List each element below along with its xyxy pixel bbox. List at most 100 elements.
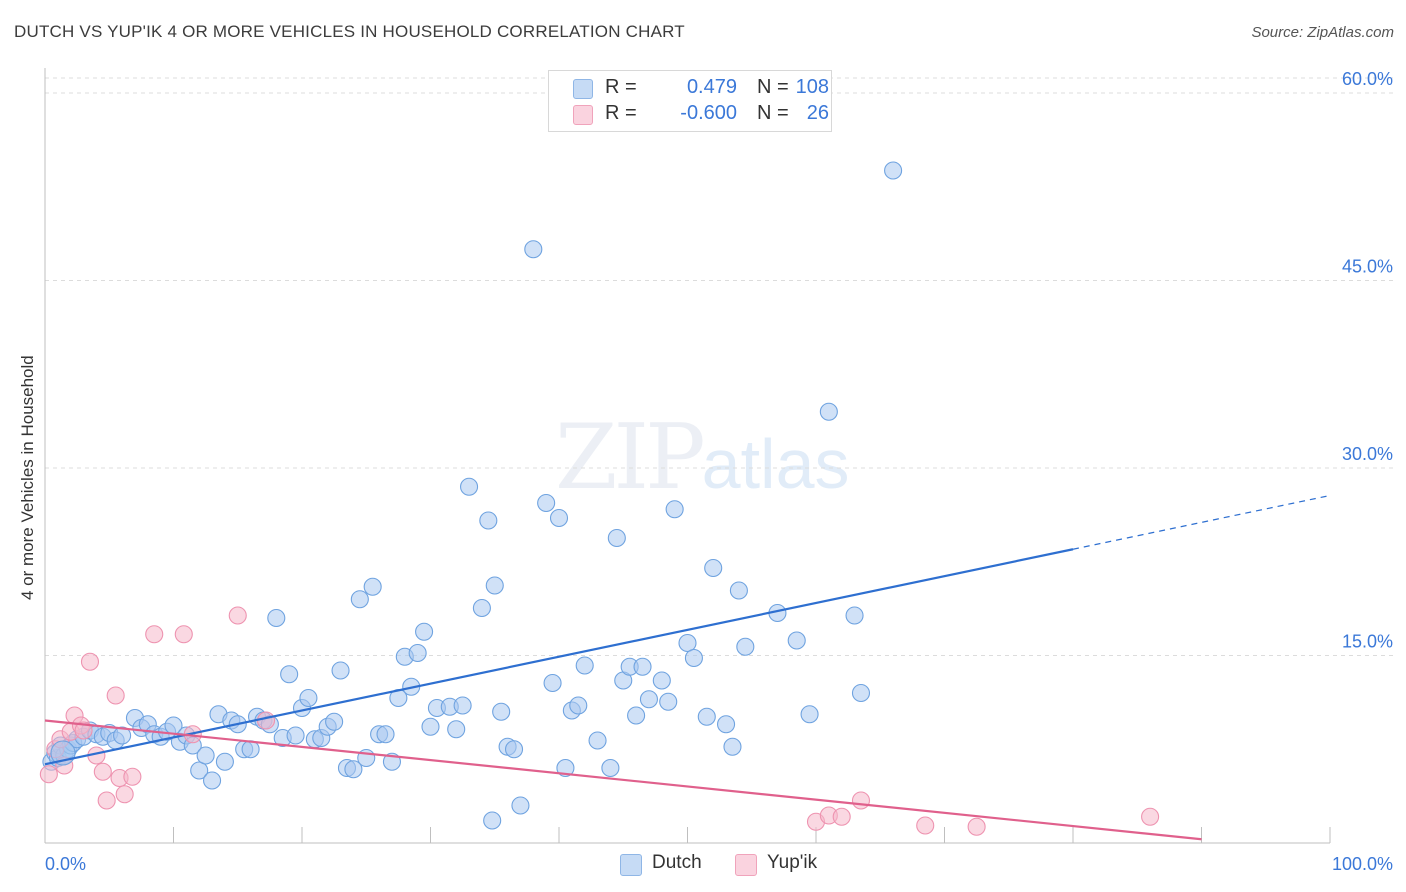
chart-title: DUTCH VS YUP'IK 4 OR MORE VEHICLES IN HO… — [14, 22, 685, 41]
y-axis-label: 4 or more Vehicles in Household — [18, 355, 37, 600]
dutch-point — [697, 707, 716, 726]
dutch-point — [286, 726, 305, 745]
dutch-point — [800, 705, 819, 724]
dutch-point — [447, 720, 466, 739]
source-label: Source: ZipAtlas.com — [1251, 24, 1394, 41]
dutch-point — [113, 726, 132, 745]
yupik-legend-label: Yup'ik — [767, 852, 818, 873]
dutch-point — [299, 688, 318, 708]
y-tick-label: 45.0% — [1342, 257, 1393, 277]
dutch-point — [203, 771, 222, 790]
yupik-point — [228, 606, 247, 625]
dutch-point — [543, 673, 562, 693]
dutch-point — [652, 671, 671, 690]
dutch-point — [556, 758, 575, 778]
yupik-point — [916, 816, 935, 835]
dutch-point — [376, 725, 395, 744]
dutch-point — [678, 633, 697, 653]
dutch-n-value: 108 — [795, 76, 829, 98]
dutch-point — [659, 692, 678, 711]
correlation-legend: R = 0.479 N = 108 R = -0.600 N = 26 — [548, 70, 832, 132]
dutch-point — [569, 696, 588, 715]
yupik-point — [93, 762, 112, 781]
yupik-point — [967, 817, 986, 836]
dutch-point — [633, 657, 652, 676]
dutch-point — [524, 240, 543, 259]
dutch-point — [331, 661, 350, 680]
dutch-point — [884, 161, 903, 180]
watermark: ZIPatlas — [555, 405, 850, 510]
watermark-atlas: atlas — [701, 425, 850, 503]
y-tick-label: 30.0% — [1342, 444, 1393, 464]
dutch-point — [588, 731, 607, 750]
dutch-point — [607, 528, 626, 548]
dutch-point — [267, 608, 286, 628]
x-tick-label-min: 0.0% — [45, 854, 86, 874]
yupik-trend-line — [44, 719, 1202, 841]
dutch-point — [729, 581, 748, 600]
dutch-point — [215, 752, 234, 771]
dutch-point — [787, 631, 806, 650]
dutch-point — [684, 648, 703, 668]
watermark-zip: ZIP — [555, 405, 706, 510]
dutch-trend-extension — [1072, 494, 1331, 550]
yupik-point — [145, 625, 164, 644]
dutch-point — [492, 702, 511, 721]
dutch-point — [575, 656, 594, 675]
yupik-point — [123, 767, 142, 786]
yupik-point — [256, 711, 276, 730]
dutch-point — [472, 598, 491, 618]
yupik-point — [851, 791, 871, 810]
dutch-point — [363, 577, 382, 596]
dutch-point — [325, 712, 344, 731]
dutch-point — [723, 737, 742, 756]
dutch-trend-line — [44, 548, 1074, 766]
yupik-point — [80, 652, 100, 671]
y-tick-label: 15.0% — [1342, 632, 1393, 652]
dutch-point — [549, 508, 569, 528]
dutch-point — [421, 717, 440, 736]
dutch-point — [845, 606, 864, 625]
dutch-point — [665, 500, 684, 519]
y-tick-label: 60.0% — [1342, 69, 1393, 89]
dutch-r-value: 0.479 — [686, 76, 737, 98]
dutch-point — [851, 683, 871, 703]
dutch-point — [736, 637, 755, 656]
yupik-point — [74, 721, 93, 740]
dutch-point — [415, 622, 434, 641]
yupik-swatch — [573, 105, 593, 125]
dutch-point — [704, 558, 723, 578]
n-label: N = — [757, 102, 789, 124]
dutch-point — [639, 690, 659, 709]
dutch-point — [196, 746, 215, 765]
x-tick-label-max: 100.0% — [1332, 854, 1393, 874]
dutch-point — [479, 511, 498, 530]
yupik-r-value: -0.600 — [680, 102, 737, 124]
dutch-point — [601, 758, 620, 778]
dutch-point — [716, 715, 736, 734]
dutch-point — [280, 665, 299, 684]
dutch-point — [453, 696, 472, 715]
yupik-point — [39, 765, 58, 784]
dutch-point — [819, 402, 838, 421]
r-label: R = — [605, 102, 637, 124]
dutch-point — [190, 761, 209, 780]
dutch-point — [459, 477, 479, 496]
dutch-legend-label: Dutch — [652, 852, 702, 873]
dutch-point — [627, 706, 646, 725]
dutch-point — [350, 590, 369, 609]
yupik-point — [1141, 807, 1160, 826]
yupik-legend-swatch — [735, 854, 757, 876]
dutch-point — [344, 760, 363, 779]
dutch-point — [483, 811, 502, 830]
yupik-point — [115, 785, 134, 804]
dutch-point — [408, 643, 427, 663]
n-label: N = — [757, 76, 789, 98]
dutch-point — [504, 740, 524, 759]
dutch-legend-swatch — [620, 854, 642, 876]
dutch-point — [537, 493, 556, 513]
yupik-point — [97, 791, 116, 810]
yupik-n-value: 26 — [806, 102, 829, 124]
yupik-point — [832, 807, 851, 826]
